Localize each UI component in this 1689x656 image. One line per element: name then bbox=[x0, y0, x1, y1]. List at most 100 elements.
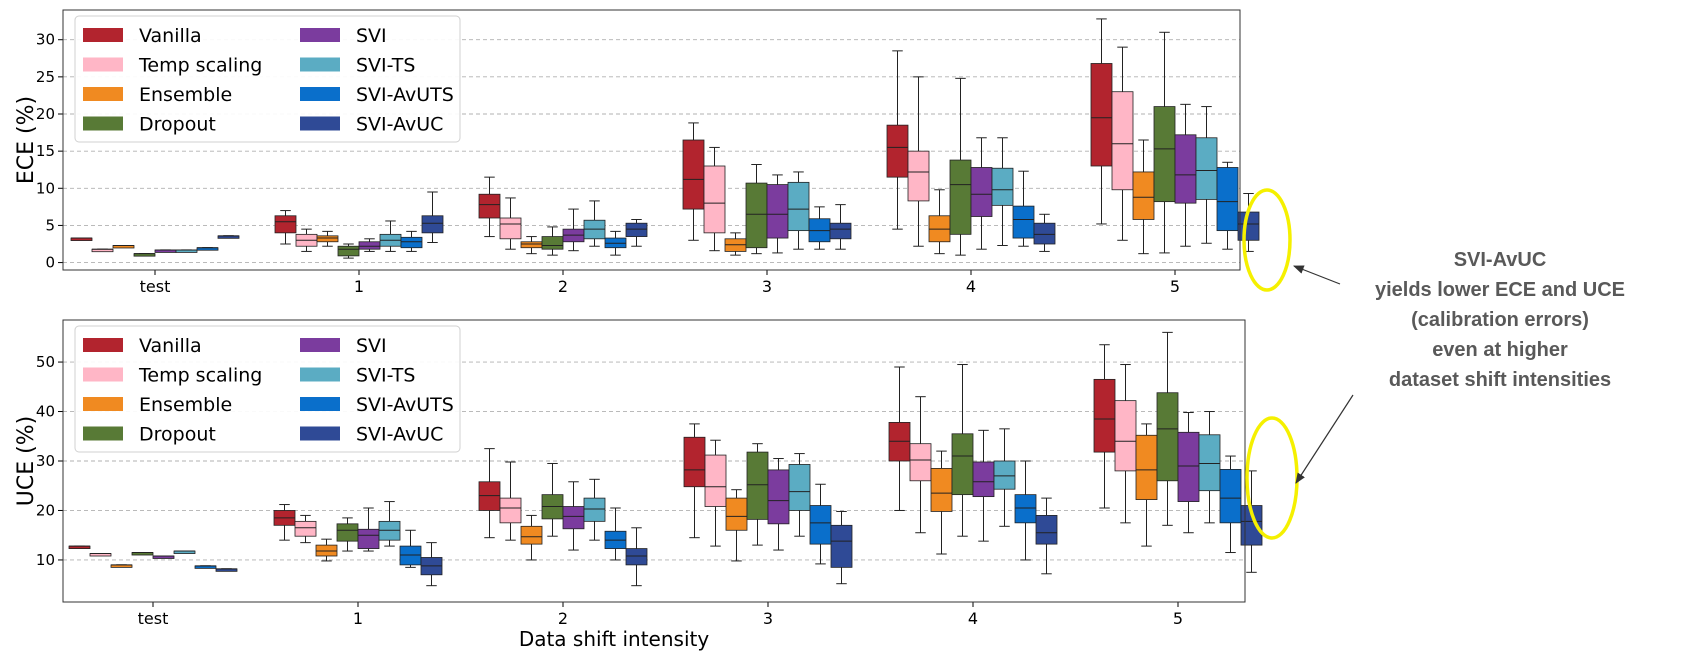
y-axis-label: UCE (%) bbox=[14, 416, 39, 506]
box bbox=[520, 525, 543, 545]
legend-box bbox=[74, 15, 461, 143]
legend-swatch bbox=[83, 338, 123, 352]
box bbox=[520, 241, 543, 249]
y-tick-label: 25 bbox=[36, 68, 55, 86]
box bbox=[1111, 91, 1134, 191]
legend-swatch bbox=[300, 28, 340, 42]
x-tick-label: 3 bbox=[763, 609, 773, 628]
box bbox=[1153, 106, 1176, 203]
box bbox=[1240, 505, 1263, 546]
legend: Vanilla Temp scaling Ensemble Dropout SVI SVI… bbox=[74, 15, 461, 143]
legend-label: Temp scaling bbox=[138, 55, 262, 77]
legend-label: SVI bbox=[356, 335, 387, 357]
box bbox=[583, 497, 606, 522]
box bbox=[1177, 431, 1200, 502]
legend-swatch bbox=[83, 57, 123, 72]
x-tick-label: 1 bbox=[353, 609, 363, 628]
box bbox=[683, 436, 706, 488]
legend-label: SVI-TS bbox=[356, 365, 415, 387]
legend-swatch bbox=[83, 28, 123, 42]
box bbox=[294, 520, 317, 537]
box bbox=[787, 181, 810, 232]
box bbox=[1093, 378, 1116, 453]
legend-label: SVI-AvUTS bbox=[356, 394, 454, 416]
box bbox=[682, 139, 705, 210]
box bbox=[400, 236, 423, 249]
callout-line: SVI-AvUC bbox=[1453, 249, 1547, 271]
plot-frame bbox=[62, 319, 1246, 603]
box bbox=[746, 451, 769, 520]
y-tick-label: 5 bbox=[45, 216, 55, 234]
callout-text: SVI-AvUC yields lower ECE and UCE (calib… bbox=[1350, 245, 1650, 395]
callout-line: yields lower ECE and UCE bbox=[1374, 279, 1626, 301]
y-tick-label: 50 bbox=[36, 353, 55, 371]
x-tick-label: 4 bbox=[968, 609, 978, 628]
box bbox=[991, 167, 1014, 206]
box bbox=[1132, 171, 1155, 220]
box bbox=[1090, 63, 1113, 167]
legend-label: Dropout bbox=[139, 424, 216, 446]
legend-swatch bbox=[83, 367, 123, 382]
x-tick-label: 2 bbox=[558, 609, 568, 628]
box bbox=[1219, 469, 1242, 524]
legend-label: Dropout bbox=[139, 114, 216, 136]
y-tick-label: 20 bbox=[36, 501, 55, 519]
legend-label: SVI-AvUTS bbox=[356, 84, 454, 106]
x-tick-label: 5 bbox=[1170, 277, 1180, 296]
box bbox=[337, 245, 360, 257]
y-tick-label: 30 bbox=[36, 452, 55, 470]
y-tick-label: 0 bbox=[45, 254, 55, 272]
box bbox=[767, 469, 790, 525]
legend-swatch bbox=[300, 338, 340, 352]
box bbox=[703, 165, 726, 234]
box bbox=[274, 215, 297, 234]
legend-label: Ensemble bbox=[139, 84, 232, 106]
box bbox=[625, 222, 648, 237]
legend-swatch bbox=[83, 116, 123, 131]
box bbox=[993, 460, 1016, 490]
legend-label: Vanilla bbox=[139, 25, 202, 47]
box bbox=[1012, 205, 1035, 239]
callout-line: (calibration errors) bbox=[1411, 309, 1589, 331]
box bbox=[478, 193, 501, 219]
box bbox=[499, 497, 522, 524]
box bbox=[766, 184, 789, 239]
box bbox=[1135, 434, 1158, 500]
box bbox=[625, 548, 648, 566]
legend-label: SVI-AvUC bbox=[356, 424, 443, 446]
legend-swatch bbox=[83, 397, 123, 411]
x-tick-label: 4 bbox=[966, 277, 976, 296]
box bbox=[745, 182, 768, 249]
box bbox=[788, 464, 811, 511]
box bbox=[1035, 515, 1058, 545]
callout-line: even at higher bbox=[1432, 339, 1568, 361]
box bbox=[357, 528, 380, 549]
box bbox=[886, 124, 909, 178]
highlight-ellipse bbox=[1242, 188, 1292, 292]
x-tick-label: 2 bbox=[558, 277, 568, 296]
box bbox=[1198, 434, 1221, 492]
legend-swatch bbox=[300, 87, 340, 101]
box bbox=[951, 433, 974, 496]
annotation-layer bbox=[1242, 188, 1354, 540]
box bbox=[930, 468, 953, 512]
highlight-ellipse bbox=[1245, 416, 1299, 540]
box bbox=[725, 497, 748, 531]
legend-label: SVI bbox=[356, 25, 387, 47]
x-tick-label: test bbox=[140, 277, 171, 296]
x-tick-label: test bbox=[138, 609, 169, 628]
box bbox=[704, 454, 727, 507]
callout-arrow bbox=[1295, 394, 1354, 484]
legend-swatch bbox=[300, 116, 340, 131]
legend-swatch bbox=[83, 426, 123, 441]
box bbox=[499, 217, 522, 240]
legend-label: SVI-AvUC bbox=[356, 114, 443, 136]
y-axis-label: ECE (%) bbox=[14, 96, 39, 184]
box bbox=[541, 236, 564, 250]
box bbox=[970, 167, 993, 217]
legend-label: SVI-TS bbox=[356, 55, 415, 77]
y-tick-label: 15 bbox=[36, 142, 55, 160]
ece-chart: 0 5 10 15 20 25 30 test 1 2 3 4 5 ECE (%) Vanilla Temp … bbox=[14, 9, 1260, 296]
box bbox=[1156, 392, 1179, 482]
